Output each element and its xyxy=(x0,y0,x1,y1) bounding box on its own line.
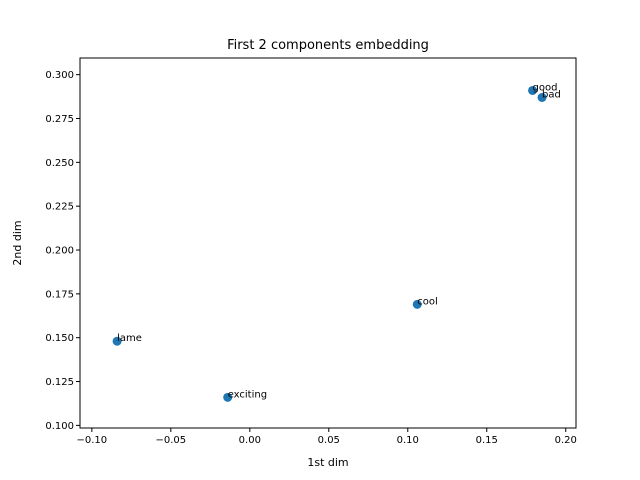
axes-frame xyxy=(79,57,577,429)
y-tick-label: 0.275 xyxy=(45,114,74,125)
x-axis-label: 1st dim xyxy=(307,456,348,469)
data-point-exciting xyxy=(223,392,233,402)
y-tick-label: 0.125 xyxy=(45,377,74,388)
x-axis: −0.10 −0.05 0.00 0.05 0.10 0.15 0.20 xyxy=(77,428,577,446)
x-tick-label: 0.05 xyxy=(318,435,340,446)
x-tick-label: 0.10 xyxy=(397,435,419,446)
x-tick-label: −0.10 xyxy=(77,435,108,446)
y-axis-label: 2nd dim xyxy=(11,220,24,265)
data-point-label-bad: bad xyxy=(542,89,561,100)
x-tick-label: −0.05 xyxy=(155,435,186,446)
data-point-lame xyxy=(112,336,122,346)
data-point-cool xyxy=(412,299,422,309)
x-tick-label: 0.20 xyxy=(555,435,577,446)
y-tick-label: 0.300 xyxy=(45,70,74,81)
data-point-label-exciting: exciting xyxy=(228,389,267,400)
y-tick-label: 0.200 xyxy=(45,246,74,257)
y-tick-label: 0.175 xyxy=(45,289,74,300)
data-point-label-good: good xyxy=(533,82,558,93)
x-tick-label: 0.15 xyxy=(476,435,498,446)
chart-title: First 2 components embedding xyxy=(227,38,429,53)
data-points xyxy=(112,85,547,402)
data-point-label-cool: cool xyxy=(417,296,438,307)
data-point-good xyxy=(528,85,538,95)
x-tick-label: 0.00 xyxy=(239,435,261,446)
data-point-label-lame: lame xyxy=(117,333,142,344)
y-axis: 0.100 0.125 0.150 0.175 0.200 0.225 0.250 0.275… xyxy=(45,70,80,432)
y-tick-label: 0.250 xyxy=(45,158,74,169)
y-tick-label: 0.100 xyxy=(45,421,74,432)
y-tick-label: 0.150 xyxy=(45,333,74,344)
plot-area xyxy=(79,57,577,429)
data-point-bad xyxy=(537,92,547,102)
y-tick-label: 0.225 xyxy=(45,202,74,213)
